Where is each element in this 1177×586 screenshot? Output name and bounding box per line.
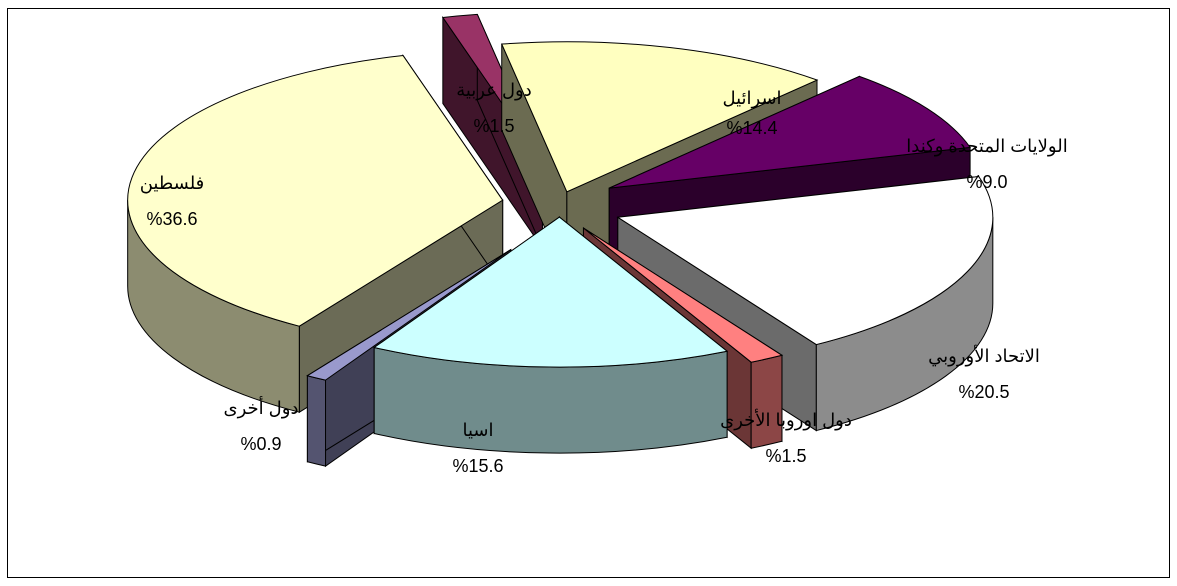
slice-value-label: %36.6 [146, 209, 197, 229]
slice-label: دول اوروبا الأخرى [720, 409, 852, 431]
pie-slice [372, 216, 729, 454]
slice-value-label: %20.5 [958, 382, 1009, 402]
slice-label: الاتحاد الأوروبي [928, 345, 1040, 367]
slice-top [609, 75, 972, 189]
slice-value-label: %14.4 [726, 118, 777, 138]
slice-value-label: %9.0 [966, 172, 1007, 192]
slice-rim [306, 375, 327, 467]
slice-top [500, 41, 819, 193]
slice-label: الولايات المتحدة وكندا [906, 136, 1067, 157]
slice-label: دول أخرى [224, 396, 299, 419]
slice-label: فلسطين [140, 173, 205, 194]
slice-value-label: %0.9 [240, 434, 281, 454]
slice-label: اسرائيل [722, 88, 781, 109]
slice-label: اسيا [463, 420, 494, 440]
slice-top [306, 249, 512, 381]
slice-value-label: %1.5 [765, 446, 806, 466]
slice-top [616, 176, 994, 346]
slice-top [583, 227, 784, 363]
slice-top [127, 55, 504, 327]
slice-rim [750, 354, 783, 449]
slice-top [372, 216, 729, 368]
slice-value-label: %1.5 [473, 116, 514, 136]
slice-label: دول عربية [456, 80, 532, 101]
slice-value-label: %15.6 [452, 456, 503, 476]
